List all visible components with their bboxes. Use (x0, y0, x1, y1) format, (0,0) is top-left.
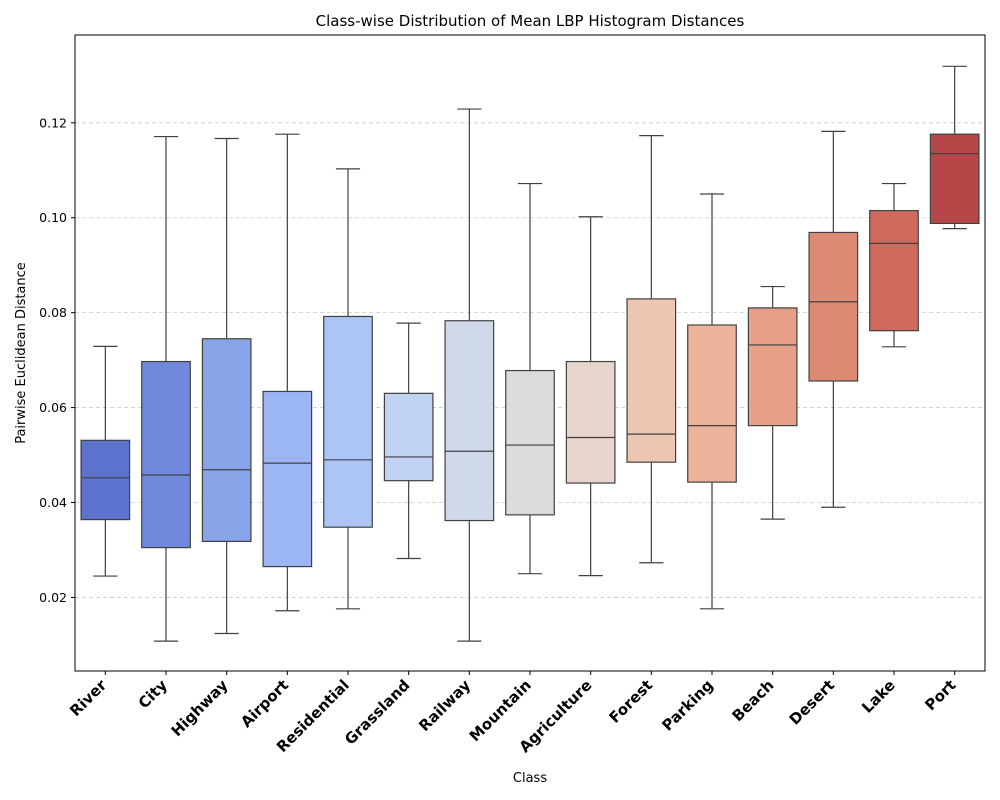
x-tick-label: Beach (728, 676, 777, 725)
x-axis-label: Class (513, 771, 547, 786)
y-tick-label: 0.12 (39, 115, 67, 130)
iqr-box (929, 133, 980, 225)
x-tick-label: Airport (237, 676, 292, 731)
chart-title: Class-wise Distribution of Mean LBP Hist… (316, 12, 745, 30)
box-parking (687, 193, 737, 610)
iqr-box (262, 390, 313, 568)
box-city (141, 135, 191, 642)
iqr-box (323, 315, 373, 528)
box-airport (262, 133, 313, 612)
y-tick-label: 0.02 (39, 590, 67, 605)
box-desert (808, 130, 859, 508)
iqr-box (505, 369, 555, 516)
x-tick-label: Port (921, 676, 959, 714)
x-tick-label: Forest (606, 676, 657, 727)
x-tick-label: Railway (415, 676, 474, 735)
x-tick-label: River (66, 676, 110, 720)
box-series (80, 65, 980, 642)
x-tick-label: Lake (858, 676, 899, 717)
box-port (929, 65, 980, 230)
iqr-box (201, 338, 252, 543)
box-river (80, 345, 131, 577)
iqr-box (687, 324, 737, 483)
iqr-box (869, 210, 919, 332)
iqr-box (565, 360, 616, 484)
box-lake (869, 182, 919, 348)
box-beach (747, 285, 798, 520)
x-tick-label: Highway (168, 676, 232, 740)
y-tick-label: 0.10 (39, 210, 67, 225)
box-mountain (505, 182, 555, 575)
box-highway (201, 137, 252, 635)
iqr-box (383, 392, 434, 482)
y-tick-label: 0.06 (39, 400, 67, 415)
x-tick-label: Desert (786, 676, 839, 729)
iqr-box (444, 320, 495, 522)
iqr-box (141, 360, 191, 549)
box-agriculture (565, 216, 616, 577)
y-tick-label: 0.08 (39, 305, 67, 320)
y-tick-label: 0.04 (39, 495, 67, 510)
box-forest (626, 135, 677, 564)
iqr-box (747, 307, 798, 427)
box-grassland (383, 322, 434, 560)
y-axis-ticks: 0.02 0.04 0.06 0.08 0.10 0.12 (39, 115, 75, 605)
iqr-box (808, 231, 859, 382)
iqr-box (626, 298, 677, 463)
y-axis-label: Pairwise Euclidean Distance (14, 262, 29, 444)
iqr-box (80, 439, 131, 521)
x-tick-label: Grassland (341, 676, 413, 748)
box-residential (323, 168, 373, 610)
x-tick-label: Parking (658, 676, 716, 734)
x-tick-label: City (135, 676, 171, 712)
box-railway (444, 108, 495, 642)
